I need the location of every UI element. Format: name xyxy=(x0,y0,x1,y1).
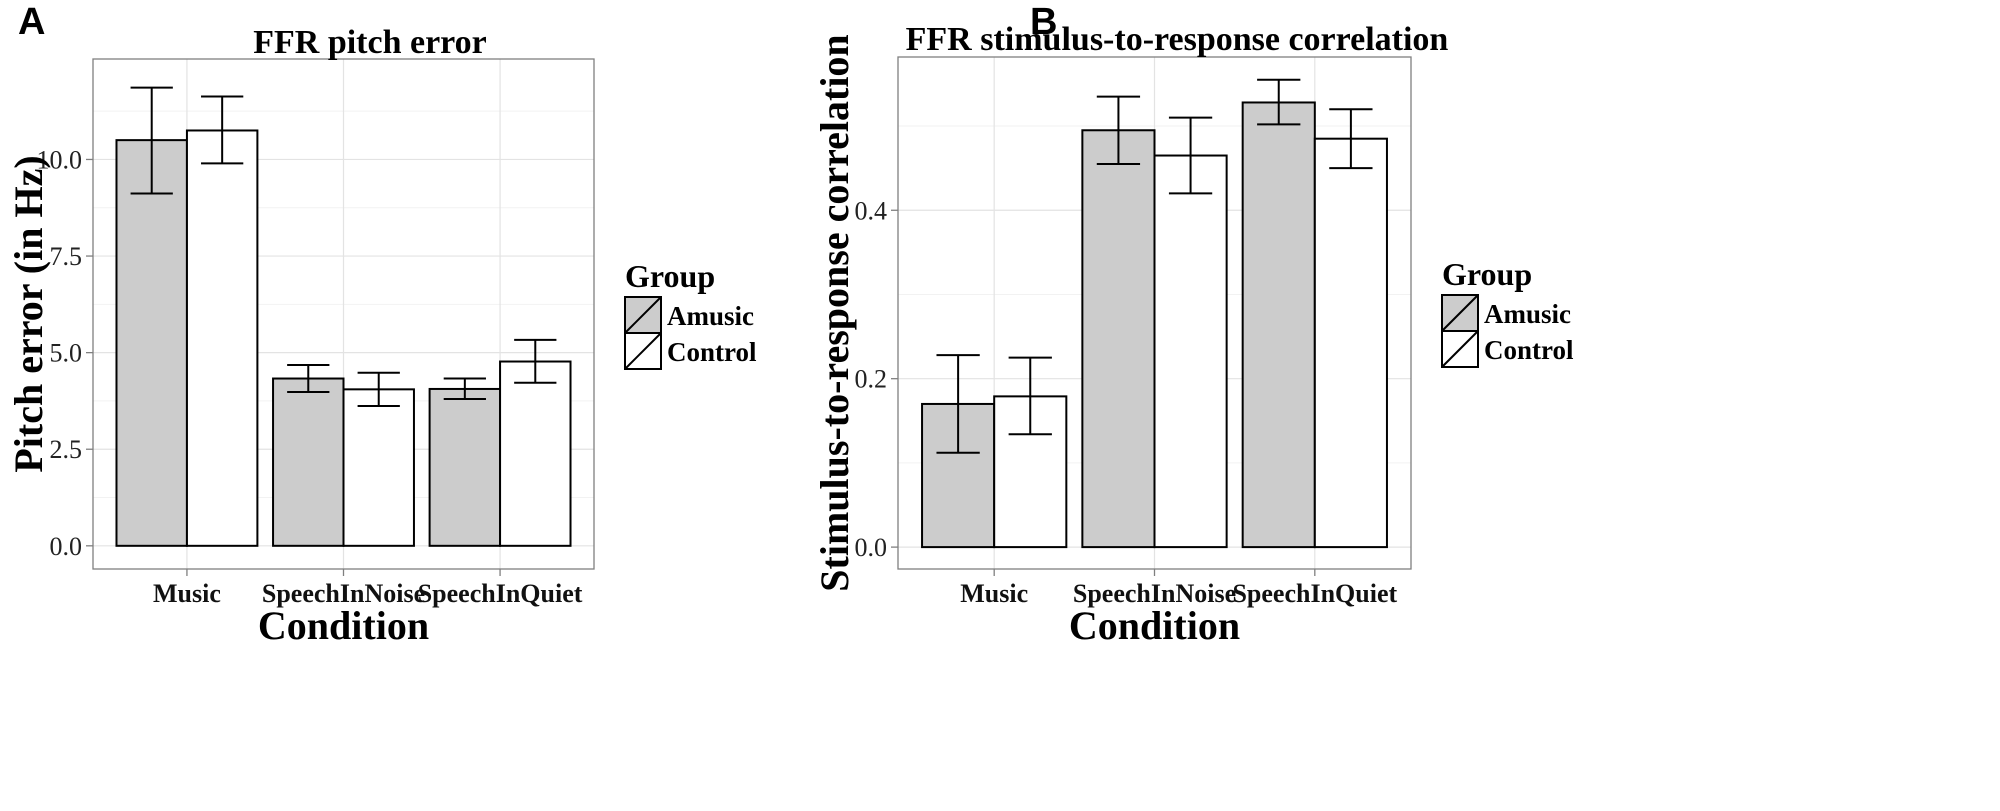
panel-a-y-tick-label: 2.5 xyxy=(50,435,83,464)
panel-a-legend-label-amusic: Amusic xyxy=(667,301,754,331)
panel-a-bar-control-speechinquiet xyxy=(499,360,572,547)
panel-a-legend-key-diagonal xyxy=(624,296,662,334)
panel-b-x-axis-label: Condition xyxy=(1069,603,1240,648)
panel-a-legend: Group Amusic Control xyxy=(624,258,757,370)
panel-b-legend: Group Amusic Control xyxy=(1441,256,1574,368)
panel-b-legend-item-amusic: Amusic xyxy=(1441,294,1571,332)
panel-a-bar-amusic-speechinquiet xyxy=(428,387,502,547)
panel-b-y-tick-label: 0.0 xyxy=(855,533,888,562)
panel-b-chart-title: FFR stimulus-to-response correlation xyxy=(906,21,1449,58)
panel-a-legend-key-diagonal xyxy=(624,332,662,370)
panel-a-bar-amusic-music xyxy=(115,139,188,547)
chart-panel-a: 0.0 2.5 5.0 7.5 10.0 Music SpeechInNoiseSpeech… xyxy=(6,24,757,648)
panel-a-legend-item-control: Control xyxy=(624,332,757,370)
panel-letter-a: A xyxy=(18,1,45,43)
panel-a-errorbar-control-speechinquiet xyxy=(514,338,557,384)
panel-a-x-tick-label: SpeechInQuiet xyxy=(418,579,583,608)
panel-b-errorbar-control-music xyxy=(1008,356,1052,436)
panel-b-errorbar-amusic-speechinnoise xyxy=(1096,95,1141,165)
panel-a-x-tick-label: SpeechInNoise xyxy=(262,579,425,608)
panel-a-errorbar-amusic-speechinquiet xyxy=(443,377,486,400)
panel-a-errorbar-amusic-speechinnoise xyxy=(287,364,330,394)
panel-a-y-tick-label: 0.0 xyxy=(50,532,83,561)
panel-a-y-tick-label: 7.5 xyxy=(50,242,83,271)
panel-a-x-axis-label: Condition xyxy=(258,603,429,648)
panel-b-y-tick-label: 0.4 xyxy=(855,196,888,225)
panel-b-legend-key-diagonal xyxy=(1441,330,1479,368)
panel-b-x-tick-label: Music xyxy=(960,579,1028,608)
panel-a-legend-label-control: Control xyxy=(667,337,757,367)
panel-a-legend-title: Group xyxy=(625,258,715,294)
panel-a-y-tick-label: 5.0 xyxy=(50,339,83,368)
panel-b-errorbar-amusic-speechinquiet xyxy=(1257,78,1301,126)
panel-b-y-tick-label: 0.2 xyxy=(855,365,888,394)
panel-a-chart-title: FFR pitch error xyxy=(253,24,487,61)
panel-b-y-axis-label: Stimulus-to-response correlation xyxy=(812,34,857,591)
chart-panel-b: 0.0 0.2 0.4 Music SpeechInNoiseSpeechInQuiet… xyxy=(812,21,1574,648)
panel-letter-b: B xyxy=(1030,1,1057,43)
panel-b-bar-amusic-speechinnoise xyxy=(1081,129,1156,549)
panel-a-legend-item-amusic: Amusic xyxy=(624,296,754,334)
panel-b-legend-title: Group xyxy=(1442,256,1532,292)
panel-b-errorbar-control-speechinnoise xyxy=(1168,116,1213,195)
panel-a-errorbar-control-music xyxy=(201,95,244,165)
panel-b-x-tick-label: SpeechInQuiet xyxy=(1232,579,1397,608)
panel-b-bar-amusic-speechinquiet xyxy=(1241,101,1316,549)
panel-a-bar-control-music xyxy=(185,129,259,547)
panel-b-errorbar-control-speechinquiet xyxy=(1329,108,1373,170)
panel-a-errorbar-control-speechinnoise xyxy=(357,371,400,407)
panel-b-bar-control-speechinquiet xyxy=(1313,137,1388,549)
panel-a-y-axis-label: Pitch error (in Hz) xyxy=(6,155,51,472)
panel-b-legend-label-amusic: Amusic xyxy=(1484,299,1571,329)
panel-b-legend-label-control: Control xyxy=(1484,335,1574,365)
panel-a-x-tick-label: Music xyxy=(153,579,221,608)
panel-b-legend-item-control: Control xyxy=(1441,330,1574,368)
panel-b-x-tick-label: SpeechInNoise xyxy=(1073,579,1236,608)
panel-b-errorbar-amusic-music xyxy=(936,354,980,454)
panel-a-bar-amusic-speechinnoise xyxy=(272,377,345,547)
panel-a-errorbar-amusic-music xyxy=(130,86,173,195)
panel-a-y-tick-label: 10.0 xyxy=(37,145,83,174)
panel-b-bar-control-speechinnoise xyxy=(1153,154,1228,549)
panel-b-legend-key-diagonal xyxy=(1441,294,1479,332)
panel-a-bar-control-speechinnoise xyxy=(342,388,415,547)
